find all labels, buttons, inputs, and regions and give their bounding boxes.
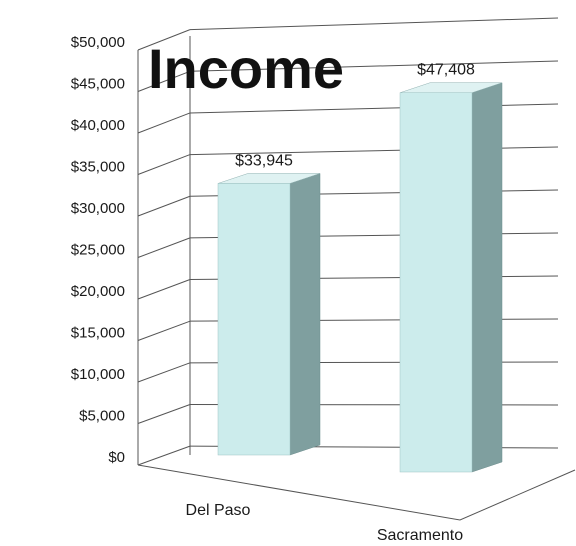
gridline-left [137,320,191,341]
bar-side [471,82,503,473]
gridline-left [137,279,191,300]
bar [399,92,473,473]
category-label: Del Paso [186,502,251,519]
y-tick-label: $35,000 [71,159,125,176]
gridline-left [137,154,191,175]
y-tick-label: $15,000 [71,325,125,342]
y-tick-label: $30,000 [71,200,125,217]
floor-edge [137,464,576,521]
data-label: $33,945 [235,152,293,169]
gridline-left [137,362,191,383]
y-tick-label: $45,000 [71,76,125,93]
y-tick-label: $0 [108,449,125,466]
chart-title: Income [148,37,344,100]
category-label: Sacramento [377,527,463,544]
bar [217,183,291,456]
x-axis-categories: Del Paso Sacramento [186,502,464,544]
y-tick-label: $5,000 [79,408,125,425]
gridline-left [137,445,191,466]
gridline [189,17,559,31]
gridline [189,103,559,114]
data-label: $47,408 [417,62,475,79]
gridline-left [137,70,191,92]
y-tick-label: $20,000 [71,283,125,300]
gridline-left [137,195,191,217]
bar-side [289,173,321,456]
y-tick-label: $40,000 [71,117,125,134]
gridline-left [137,404,191,424]
gridline [189,60,559,72]
data-labels: $33,945 $47,408 [235,62,475,170]
gridline-left [137,237,191,258]
gridline-left [137,112,191,134]
gridline-left [137,29,191,51]
bar-layer [217,82,503,473]
y-tick-label: $10,000 [71,366,125,383]
y-tick-label: $25,000 [71,242,125,259]
y-tick-label: $50,000 [71,34,125,51]
y-axis-ticks: $0 $5,000 $10,000 $15,000 $20,000 $25,000 $30,… [71,34,125,466]
